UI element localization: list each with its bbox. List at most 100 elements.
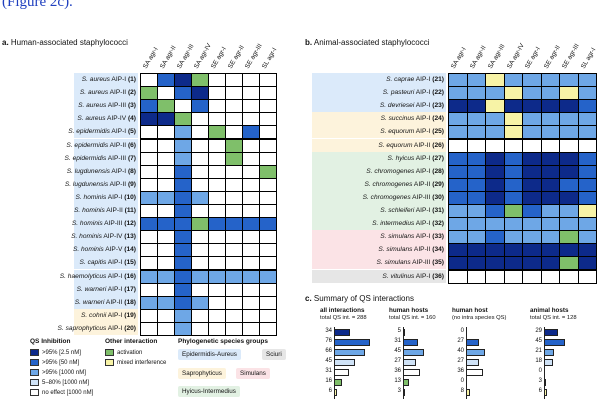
heatmap-cell <box>208 217 226 232</box>
bar-value-label: 27 <box>457 358 464 364</box>
column-label: SE agr-III <box>561 42 581 70</box>
heatmap-cell <box>540 112 560 127</box>
heatmap-cell <box>466 243 486 258</box>
bar-mark <box>466 339 479 346</box>
heatmap-cell <box>259 99 277 114</box>
legend-item: >95% [2.5 nM] <box>30 349 81 356</box>
heatmap-cell <box>225 282 243 297</box>
heatmap-cell <box>157 269 175 284</box>
heatmap-cell <box>259 151 277 166</box>
heatmap-cell <box>522 138 542 153</box>
heatmap-cell <box>242 256 260 271</box>
heatmap-cell <box>559 112 579 127</box>
heatmap-cell <box>466 190 486 205</box>
heatmap-cell <box>191 125 209 140</box>
row-label: S. devriesei AIP-I (23) <box>379 102 444 110</box>
heatmap-cell <box>577 86 597 101</box>
heatmap-cell <box>466 164 486 179</box>
heatmap-cell <box>174 86 192 101</box>
heatmap-cell <box>157 243 175 258</box>
heatmap-cell <box>448 125 468 140</box>
heatmap-cell <box>242 151 260 166</box>
row-label: S. warneri AIP-II (18) <box>74 298 136 306</box>
heatmap-cell <box>559 164 579 179</box>
heatmap-cell <box>577 125 597 140</box>
heatmap-cell <box>559 138 579 153</box>
heatmap-cell <box>522 125 542 140</box>
heatmap-cell <box>485 269 505 284</box>
heatmap-cell <box>242 190 260 205</box>
legend-item: no effect [1000 nM] <box>30 389 93 396</box>
heatmap-cell <box>242 177 260 192</box>
species-group-tag: Epidermidis-Aureus <box>178 349 241 360</box>
row-label: S. saprophyticus AIP-I (20) <box>57 324 136 332</box>
row-label: S. caprae AIP-I (21) <box>386 76 444 83</box>
bar-mark <box>544 329 558 336</box>
heatmap-cell <box>577 269 597 284</box>
heatmap-cell <box>466 230 486 245</box>
heatmap-cell <box>259 256 277 271</box>
bar-value-label: 0 <box>460 328 464 334</box>
heatmap-cell <box>259 177 277 192</box>
heatmap-cell <box>503 230 523 245</box>
row-label: S. aureus AIP-II (2) <box>79 89 136 97</box>
heatmap-cell <box>191 217 209 232</box>
heatmap-cell <box>242 243 260 258</box>
bar-value-label: 16 <box>325 378 332 384</box>
heatmap-cell <box>191 138 209 153</box>
heatmap-cell <box>242 86 260 101</box>
heatmap-cell <box>559 125 579 140</box>
heatmap-cell <box>259 217 277 232</box>
heatmap-cell <box>174 217 192 232</box>
heatmap-cell <box>522 73 542 88</box>
heatmap-cell <box>577 217 597 232</box>
heatmap-cell <box>485 73 505 88</box>
heatmap-cell <box>503 243 523 258</box>
bar-chart-title: all interactions <box>320 307 365 314</box>
bar-axis-line <box>544 327 545 399</box>
heatmap-cell <box>485 217 505 232</box>
heatmap-cell <box>174 125 192 140</box>
heatmap-cell <box>208 177 226 192</box>
column-label: SA agr-III <box>487 43 507 70</box>
panel-b-title: b. Animal-associated staphylococci <box>305 38 430 47</box>
bar-axis-line <box>403 327 404 399</box>
species-group-band <box>312 190 446 204</box>
heatmap-cell <box>174 321 192 336</box>
heatmap-cell <box>466 151 486 166</box>
heatmap-cell <box>259 125 277 140</box>
species-group-band <box>74 190 138 204</box>
bar-mark <box>544 349 554 356</box>
heatmap-cell <box>242 138 260 153</box>
heatmap-cell <box>225 125 243 140</box>
heatmap-cell <box>174 230 192 245</box>
heatmap-cell <box>577 164 597 179</box>
column-label: SE agr-II <box>542 44 562 70</box>
heatmap-cell <box>157 256 175 271</box>
row-label: S. capitis AIP-I (15) <box>79 259 136 267</box>
heatmap-cell <box>448 138 468 153</box>
heatmap-cell <box>157 125 175 140</box>
heatmap-cell <box>225 86 243 101</box>
heatmap-cell <box>540 151 560 166</box>
bar-value-label: 40 <box>457 348 464 354</box>
heatmap-cell <box>242 282 260 297</box>
heatmap-cell <box>208 164 226 179</box>
heatmap-cell <box>242 73 260 88</box>
row-label: S. haemolyticus AIP-I (16) <box>59 272 136 280</box>
heatmap-cell <box>485 86 505 101</box>
row-label: S. vitulinus AIP-I (36) <box>382 272 444 280</box>
heatmap-cell <box>225 204 243 219</box>
column-label: SE agr-II <box>226 44 246 70</box>
bar-value-label: 34 <box>325 328 332 334</box>
heatmap-cell <box>522 256 542 271</box>
heatmap-cell <box>466 217 486 232</box>
heatmap-cell <box>448 99 468 114</box>
heatmap-cell <box>259 321 277 336</box>
bar-value-label: 66 <box>325 348 332 354</box>
heatmap-cell <box>466 138 486 153</box>
heatmap-cell <box>448 190 468 205</box>
bar-mark <box>334 349 366 356</box>
heatmap-cell <box>448 256 468 271</box>
heatmap-cell <box>559 269 579 284</box>
